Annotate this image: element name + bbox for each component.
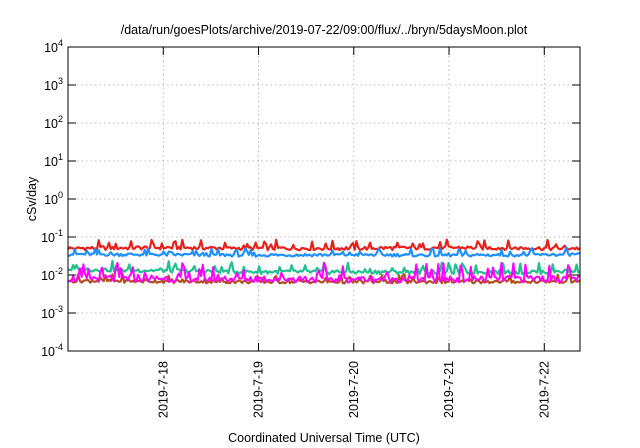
y-tick-label: 10-3 [41, 304, 63, 321]
x-axis: 2019-7-18 2019-7-19 2019-7-20 2019-7-21 2019… [156, 47, 551, 418]
series-line [67, 246, 581, 258]
series-line [67, 261, 581, 284]
series-line [67, 238, 581, 252]
chart-title: /data/run/goesPlots/archive/2019-07-22/0… [121, 23, 528, 37]
y-tick-label: 100 [44, 190, 63, 207]
y-axis: 10-4 10-3 10-2 10-1 100 101 102 103 104 [41, 38, 580, 359]
y-tick-label: 103 [44, 76, 63, 93]
grid [68, 47, 580, 351]
y-tick-label: 10-4 [41, 342, 63, 359]
x-tick-label: 2019-7-20 [347, 361, 361, 418]
y-tick-label: 101 [44, 152, 63, 169]
y-tick-label: 10-2 [41, 266, 63, 283]
x-tick-label: 2019-7-21 [442, 361, 456, 418]
series-group [67, 238, 581, 285]
y-tick-label: 102 [44, 114, 63, 131]
x-tick-label: 2019-7-18 [156, 361, 170, 418]
y-axis-label: cSv/day [25, 176, 39, 221]
x-axis-label: Coordinated Universal Time (UTC) [228, 431, 420, 445]
x-tick-label: 2019-7-19 [252, 361, 266, 418]
series-line [67, 273, 581, 285]
y-tick-label: 104 [44, 38, 63, 55]
x-tick-label: 2019-7-22 [537, 361, 551, 418]
y-tick-label: 10-1 [41, 228, 63, 245]
